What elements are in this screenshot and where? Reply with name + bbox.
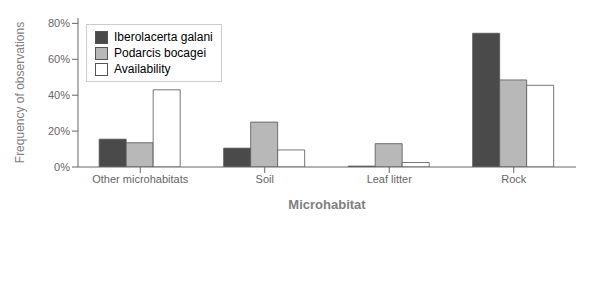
svg-text:0%: 0%	[54, 161, 70, 173]
svg-text:Rock: Rock	[501, 173, 527, 185]
svg-text:Leaf litter: Leaf litter	[367, 173, 413, 185]
svg-text:Soil: Soil	[256, 173, 274, 185]
html-text:Availability: Availability	[114, 62, 171, 76]
html-text:Podarcis bocagei: Podarcis bocagei	[114, 46, 207, 60]
svg-text:Frequency of observations: Frequency of observations	[13, 22, 27, 163]
svg-text:40%: 40%	[48, 89, 70, 101]
svg-text:20%: 20%	[48, 125, 70, 137]
svg-text:Microhabitat: Microhabitat	[288, 197, 366, 212]
html-text:Iberolacerta galani: Iberolacerta galani	[114, 30, 213, 44]
svg-text:80%: 80%	[48, 17, 70, 29]
svg-text:60%: 60%	[48, 53, 70, 65]
svg-text:Other microhabitats: Other microhabitats	[92, 173, 188, 185]
